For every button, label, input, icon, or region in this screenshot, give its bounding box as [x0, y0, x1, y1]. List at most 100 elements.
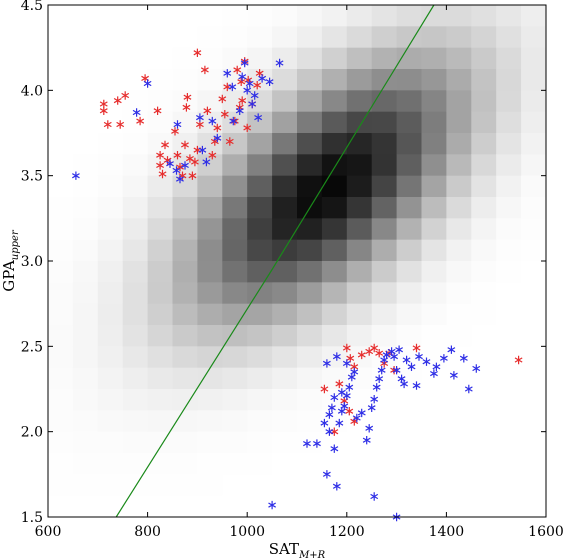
scatter-point	[193, 48, 202, 57]
scatter-point	[176, 174, 184, 184]
heatmap-cell	[172, 367, 198, 390]
heatmap-cell	[97, 431, 124, 454]
heatmap-cell	[321, 197, 348, 219]
scatter-point	[220, 110, 229, 119]
heatmap-cell	[122, 26, 149, 49]
heatmap-cell	[97, 154, 124, 177]
heatmap-cell	[521, 69, 546, 91]
heatmap-cell	[97, 282, 124, 305]
heatmap-cell	[272, 133, 298, 155]
heatmap-cell	[421, 325, 447, 347]
heatmap-cell	[297, 133, 323, 155]
heatmap-cell	[446, 453, 472, 475]
heatmap-cell	[421, 5, 447, 27]
heatmap-cell	[297, 69, 323, 91]
heatmap-cell	[48, 431, 74, 454]
scatter-point	[156, 161, 164, 170]
heatmap-cell	[446, 410, 472, 433]
heatmap-cell	[371, 26, 398, 49]
heatmap-cell	[521, 26, 546, 49]
heatmap-cell	[521, 111, 546, 134]
scatter-point	[158, 169, 167, 179]
heatmap-cell	[321, 47, 348, 70]
scatter-point	[514, 355, 523, 365]
heatmap-cell	[346, 453, 373, 475]
heatmap-cell	[272, 346, 298, 369]
scatter-point	[330, 444, 339, 453]
heatmap-cell	[496, 5, 522, 27]
heatmap-cell	[247, 367, 273, 390]
heatmap-cell	[247, 154, 273, 177]
heatmap-cell	[346, 47, 373, 70]
heatmap-cell	[97, 175, 124, 198]
heatmap-cell	[421, 282, 447, 305]
heatmap-cell	[446, 261, 472, 283]
scatter-point	[225, 137, 234, 146]
scatter-point	[357, 408, 366, 418]
heatmap-cell	[222, 218, 248, 241]
heatmap-cell	[371, 47, 398, 70]
scatter-point	[153, 106, 162, 115]
heatmap-cell	[396, 197, 422, 219]
heatmap-cell	[396, 453, 422, 475]
heatmap-cell	[396, 325, 422, 347]
heatmap-cell	[48, 325, 74, 347]
scatter-point	[166, 159, 174, 168]
series-2	[71, 58, 481, 522]
scatter-point	[113, 96, 122, 105]
heatmap-cell	[172, 453, 198, 475]
heatmap-cell	[346, 197, 373, 219]
scatter-point	[203, 106, 212, 115]
heatmap-cell	[48, 495, 74, 517]
heatmap-cell	[48, 261, 74, 283]
heatmap-cell	[272, 239, 298, 262]
heatmap-cell	[197, 154, 223, 177]
heatmap-cell	[297, 389, 323, 411]
scatter-point	[223, 69, 232, 78]
scatter-point	[449, 371, 458, 380]
heatmap-cell	[421, 133, 447, 155]
scatter-point	[99, 106, 108, 115]
heatmap-cell	[521, 303, 546, 326]
heatmap-cell	[122, 282, 149, 305]
heatmap-cell	[48, 197, 74, 219]
heatmap-cell	[272, 218, 298, 241]
heatmap-cell	[147, 69, 173, 91]
heatmap-cell	[272, 431, 298, 454]
heatmap-cell	[197, 282, 223, 305]
heatmap-cell	[147, 282, 173, 305]
heatmap-cell	[446, 325, 472, 347]
y-tick-label: 1.5	[21, 510, 43, 526]
scatter-point	[268, 500, 277, 510]
scatter-points	[71, 48, 523, 522]
scatter-point	[432, 362, 441, 371]
heatmap-cell	[97, 261, 124, 283]
scatter-point	[240, 58, 249, 68]
heatmap-cell	[147, 90, 173, 113]
scatter-point	[430, 369, 438, 378]
heatmap-cell	[446, 154, 472, 177]
scatter-point	[472, 364, 481, 373]
heatmap-cell	[247, 239, 273, 262]
heatmap-cell	[471, 90, 497, 113]
heatmap-cell	[321, 495, 348, 517]
heatmap-cell	[72, 5, 99, 27]
scatter-point	[322, 359, 331, 368]
scatter-point	[181, 140, 189, 150]
scatter-point	[320, 384, 329, 394]
heatmap-cell	[122, 389, 149, 411]
scatter-point	[235, 106, 244, 115]
heatmap-cell	[172, 175, 198, 198]
heatmap-cell	[72, 133, 99, 155]
heatmap-cell	[197, 261, 223, 283]
scatter-point	[237, 77, 246, 86]
heatmap-cell	[48, 175, 74, 198]
heatmap-cell	[471, 303, 497, 326]
heatmap-cell	[396, 47, 422, 70]
heatmap-cell	[122, 154, 149, 177]
heatmap-cell	[172, 26, 198, 49]
heatmap-cell	[421, 410, 447, 433]
heatmap-cell	[197, 197, 223, 219]
heatmap-cell	[297, 410, 323, 433]
heatmap-cell	[147, 474, 173, 497]
